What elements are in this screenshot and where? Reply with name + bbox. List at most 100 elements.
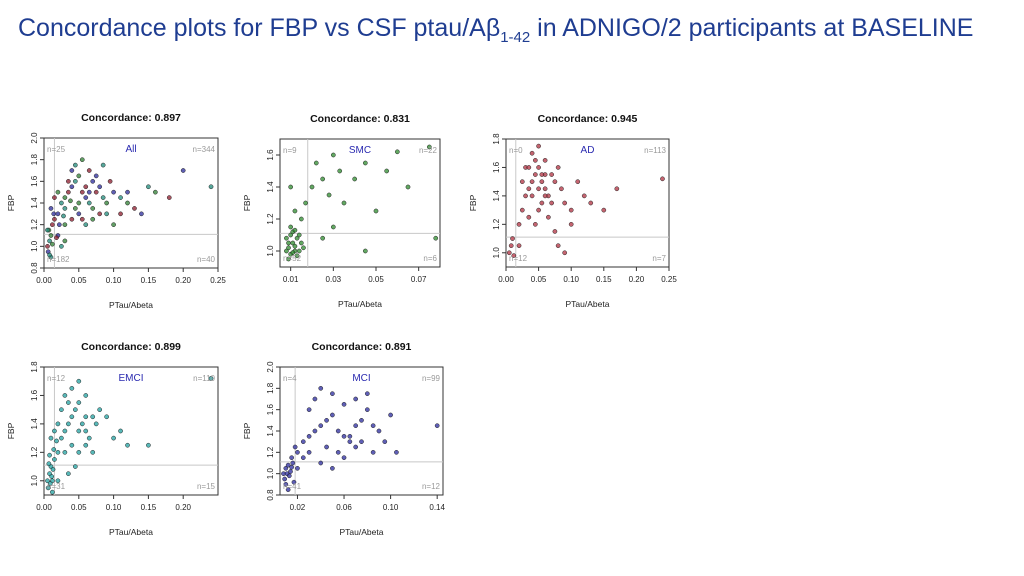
x-tick-label: 0.10 xyxy=(383,503,399,512)
quadrant-count-bottom-right: n=6 xyxy=(423,254,437,263)
data-point xyxy=(529,179,535,185)
data-point xyxy=(295,465,300,471)
data-point xyxy=(47,238,52,244)
x-tick-label: 0.05 xyxy=(531,275,547,284)
x-tick-label: 0.25 xyxy=(661,275,677,284)
data-point xyxy=(405,184,411,190)
data-point xyxy=(562,200,568,206)
data-point xyxy=(208,184,214,190)
title-text-after: in ADNIGO/2 participants at BASELINE xyxy=(530,14,974,42)
data-point xyxy=(384,168,390,174)
data-point xyxy=(72,407,78,413)
title-text-before: Concordance plots for FBP vs CSF ptau/A xyxy=(18,14,486,42)
data-point xyxy=(76,428,82,434)
title-subscript: 1-42 xyxy=(500,29,531,46)
x-tick-label: 0.01 xyxy=(283,275,299,284)
plot-frame xyxy=(505,138,670,268)
quadrant-count-top-left: n=9 xyxy=(283,146,297,155)
data-point xyxy=(341,455,347,461)
data-point xyxy=(359,439,364,445)
data-point xyxy=(48,233,54,238)
data-point xyxy=(312,428,318,434)
y-tick-label: 2.0 xyxy=(266,361,275,373)
data-point xyxy=(76,200,82,206)
data-point xyxy=(66,189,71,195)
data-point xyxy=(312,396,318,402)
data-point xyxy=(83,184,89,190)
data-point xyxy=(48,435,54,441)
data-point xyxy=(614,186,620,192)
data-point xyxy=(111,222,116,228)
data-point xyxy=(529,193,535,199)
data-point xyxy=(125,200,130,206)
data-point xyxy=(69,414,75,420)
title-greek-beta: β xyxy=(485,14,501,42)
data-point xyxy=(549,200,554,206)
data-point xyxy=(111,189,116,195)
data-point xyxy=(353,396,359,402)
data-point xyxy=(66,400,71,405)
x-axis-label: PTau/Abeta xyxy=(109,527,153,537)
data-point xyxy=(294,235,300,241)
data-point xyxy=(306,449,312,455)
data-point xyxy=(290,460,296,466)
y-axis-label: FBP xyxy=(242,194,252,211)
data-point xyxy=(83,442,89,448)
scatter-panel-all: Concordance: 0.897 All n=25 n=344 n=182 n=40 0… xyxy=(6,112,226,310)
data-point xyxy=(68,198,73,204)
data-point xyxy=(352,176,358,182)
y-tick-label: 1.4 xyxy=(492,190,501,202)
data-point xyxy=(283,481,289,487)
y-tick-label: 1.6 xyxy=(30,389,39,401)
data-point xyxy=(59,407,64,413)
data-point xyxy=(59,200,64,206)
y-tick-label: 1.2 xyxy=(266,446,275,458)
data-point xyxy=(542,193,548,199)
x-tick-label: 0.07 xyxy=(411,275,427,284)
data-point xyxy=(330,412,335,418)
data-point xyxy=(364,391,370,397)
data-point xyxy=(76,400,82,405)
data-point xyxy=(69,385,75,391)
data-point xyxy=(394,149,400,155)
data-point xyxy=(62,393,68,398)
y-tick-label: 1.8 xyxy=(30,361,39,373)
y-tick-label: 0.8 xyxy=(266,489,275,501)
data-point xyxy=(51,447,57,452)
data-point xyxy=(526,186,532,192)
data-point xyxy=(426,144,432,150)
y-axis-label: FBP xyxy=(242,422,252,439)
data-point xyxy=(434,423,440,429)
data-point xyxy=(313,160,319,166)
data-point xyxy=(353,423,359,429)
data-point xyxy=(288,224,294,230)
y-axis-label: FBP xyxy=(6,194,16,211)
data-point xyxy=(300,455,306,461)
data-point xyxy=(335,449,341,455)
data-point xyxy=(288,469,293,474)
data-point xyxy=(581,193,587,199)
data-point xyxy=(552,179,558,185)
data-point xyxy=(362,160,368,166)
data-point xyxy=(59,243,64,249)
x-tick-label: 0.05 xyxy=(368,275,384,284)
y-tick-label: 1.0 xyxy=(266,468,275,480)
data-point xyxy=(45,485,51,491)
group-label: MCI xyxy=(352,373,370,384)
y-tick-label: 1.6 xyxy=(266,149,275,161)
data-point xyxy=(83,222,89,228)
data-point xyxy=(118,211,123,217)
y-tick-label: 1.0 xyxy=(266,245,275,257)
data-point xyxy=(324,417,329,423)
data-point xyxy=(506,250,512,256)
data-point xyxy=(588,200,594,206)
data-point xyxy=(320,235,326,241)
data-point xyxy=(318,460,324,466)
data-point xyxy=(296,232,302,238)
data-point xyxy=(104,200,109,206)
data-point xyxy=(536,143,541,149)
data-point xyxy=(433,235,439,241)
data-point xyxy=(62,238,68,244)
data-point xyxy=(83,195,89,200)
